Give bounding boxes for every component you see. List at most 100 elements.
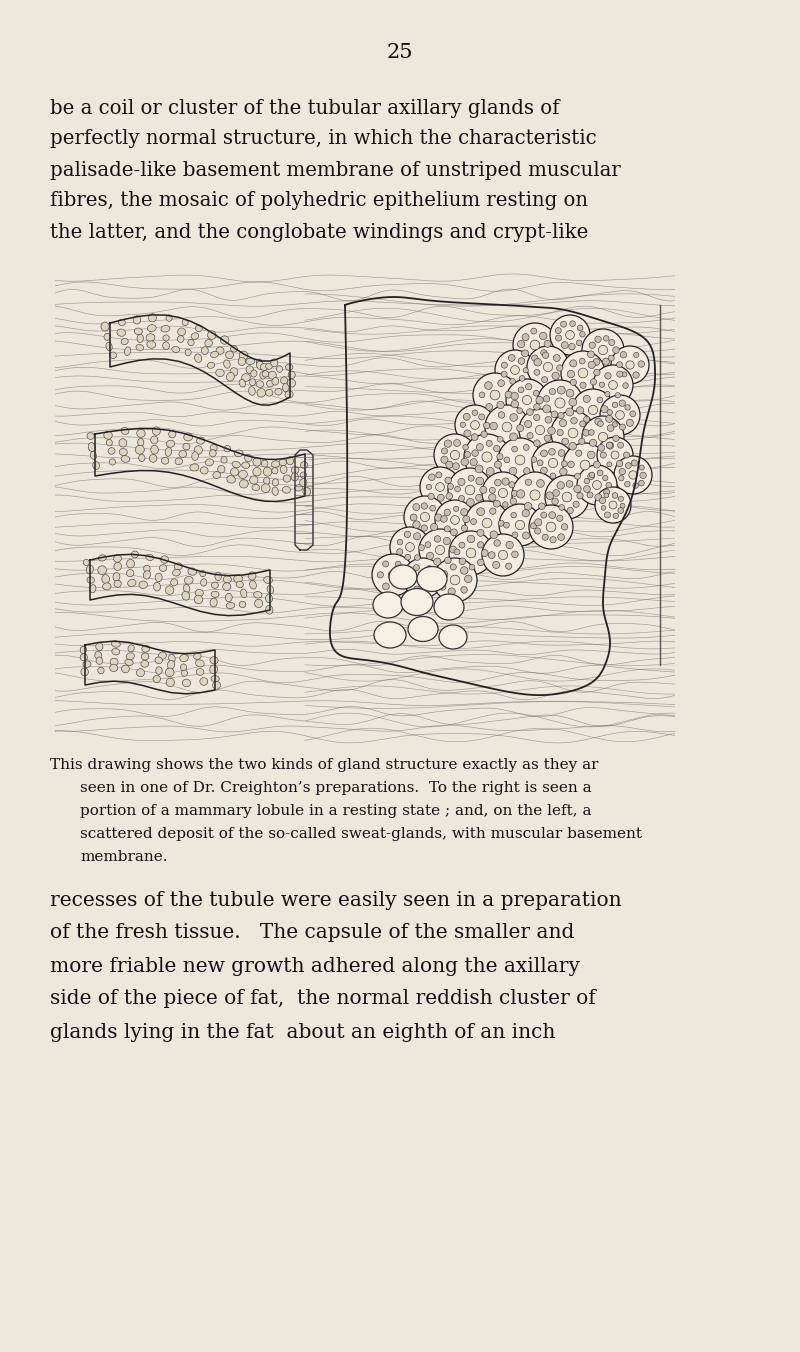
Circle shape: [510, 414, 518, 422]
Circle shape: [479, 392, 485, 397]
Ellipse shape: [246, 358, 255, 365]
Ellipse shape: [239, 352, 248, 360]
Ellipse shape: [182, 671, 187, 676]
Ellipse shape: [182, 679, 190, 687]
Circle shape: [526, 479, 531, 485]
Circle shape: [562, 461, 567, 466]
Circle shape: [633, 372, 639, 379]
Circle shape: [506, 379, 548, 420]
Circle shape: [510, 365, 519, 375]
Ellipse shape: [230, 346, 238, 352]
Circle shape: [626, 361, 634, 369]
Circle shape: [485, 381, 492, 389]
Circle shape: [462, 445, 468, 450]
Circle shape: [446, 461, 453, 468]
Circle shape: [618, 496, 623, 502]
Ellipse shape: [87, 433, 94, 439]
Circle shape: [512, 472, 558, 518]
Text: perfectly normal structure, in which the characteristic: perfectly normal structure, in which the…: [50, 130, 597, 149]
Ellipse shape: [210, 665, 218, 673]
Circle shape: [483, 422, 490, 429]
Ellipse shape: [128, 645, 134, 652]
Ellipse shape: [169, 654, 175, 662]
Ellipse shape: [150, 454, 157, 462]
Circle shape: [595, 418, 602, 425]
Ellipse shape: [191, 333, 198, 339]
Circle shape: [579, 358, 585, 364]
Circle shape: [428, 493, 434, 500]
Circle shape: [542, 534, 548, 541]
Ellipse shape: [178, 335, 184, 342]
Ellipse shape: [138, 438, 144, 446]
Ellipse shape: [300, 472, 306, 479]
Circle shape: [486, 468, 494, 476]
Circle shape: [604, 493, 609, 498]
Circle shape: [421, 525, 427, 531]
Ellipse shape: [213, 472, 221, 479]
Circle shape: [494, 500, 500, 507]
Circle shape: [532, 356, 538, 361]
Ellipse shape: [169, 430, 176, 438]
Circle shape: [552, 498, 558, 504]
Ellipse shape: [179, 450, 186, 457]
Circle shape: [605, 512, 610, 518]
Ellipse shape: [150, 435, 158, 443]
Ellipse shape: [194, 653, 201, 660]
Circle shape: [618, 442, 623, 448]
Circle shape: [481, 549, 488, 557]
Ellipse shape: [138, 454, 145, 461]
Circle shape: [633, 483, 638, 488]
Circle shape: [561, 352, 605, 395]
Ellipse shape: [143, 571, 150, 579]
Ellipse shape: [166, 585, 174, 595]
Circle shape: [562, 523, 568, 530]
Ellipse shape: [141, 660, 149, 667]
Circle shape: [638, 361, 645, 368]
Ellipse shape: [401, 588, 433, 615]
Circle shape: [568, 461, 574, 468]
Circle shape: [587, 492, 593, 498]
Circle shape: [486, 441, 492, 446]
Circle shape: [530, 523, 537, 529]
Circle shape: [481, 431, 487, 438]
Circle shape: [463, 414, 470, 420]
Ellipse shape: [263, 477, 270, 484]
Ellipse shape: [211, 581, 218, 588]
Ellipse shape: [194, 595, 202, 603]
Ellipse shape: [158, 652, 166, 660]
Circle shape: [432, 575, 438, 580]
Ellipse shape: [83, 560, 90, 565]
Circle shape: [382, 561, 389, 566]
Circle shape: [455, 406, 495, 445]
Circle shape: [560, 468, 567, 476]
Circle shape: [498, 412, 505, 418]
Circle shape: [555, 327, 562, 334]
Ellipse shape: [196, 668, 204, 676]
Circle shape: [558, 534, 565, 541]
Circle shape: [580, 420, 586, 427]
Ellipse shape: [271, 461, 280, 468]
Circle shape: [534, 391, 539, 396]
Circle shape: [593, 365, 633, 406]
Circle shape: [489, 493, 496, 502]
Ellipse shape: [266, 364, 272, 369]
Circle shape: [470, 458, 478, 466]
Circle shape: [595, 493, 602, 500]
Circle shape: [502, 502, 508, 507]
Circle shape: [458, 479, 465, 485]
Ellipse shape: [239, 602, 246, 607]
Circle shape: [435, 545, 445, 554]
Circle shape: [562, 492, 572, 502]
Circle shape: [573, 502, 579, 507]
Ellipse shape: [266, 595, 273, 603]
Ellipse shape: [153, 676, 161, 683]
Ellipse shape: [111, 641, 120, 648]
Ellipse shape: [183, 443, 190, 450]
Ellipse shape: [119, 449, 127, 456]
Ellipse shape: [184, 433, 193, 441]
Ellipse shape: [207, 331, 216, 339]
Ellipse shape: [201, 579, 207, 587]
Ellipse shape: [205, 339, 213, 346]
Ellipse shape: [88, 442, 95, 452]
Circle shape: [588, 406, 598, 415]
